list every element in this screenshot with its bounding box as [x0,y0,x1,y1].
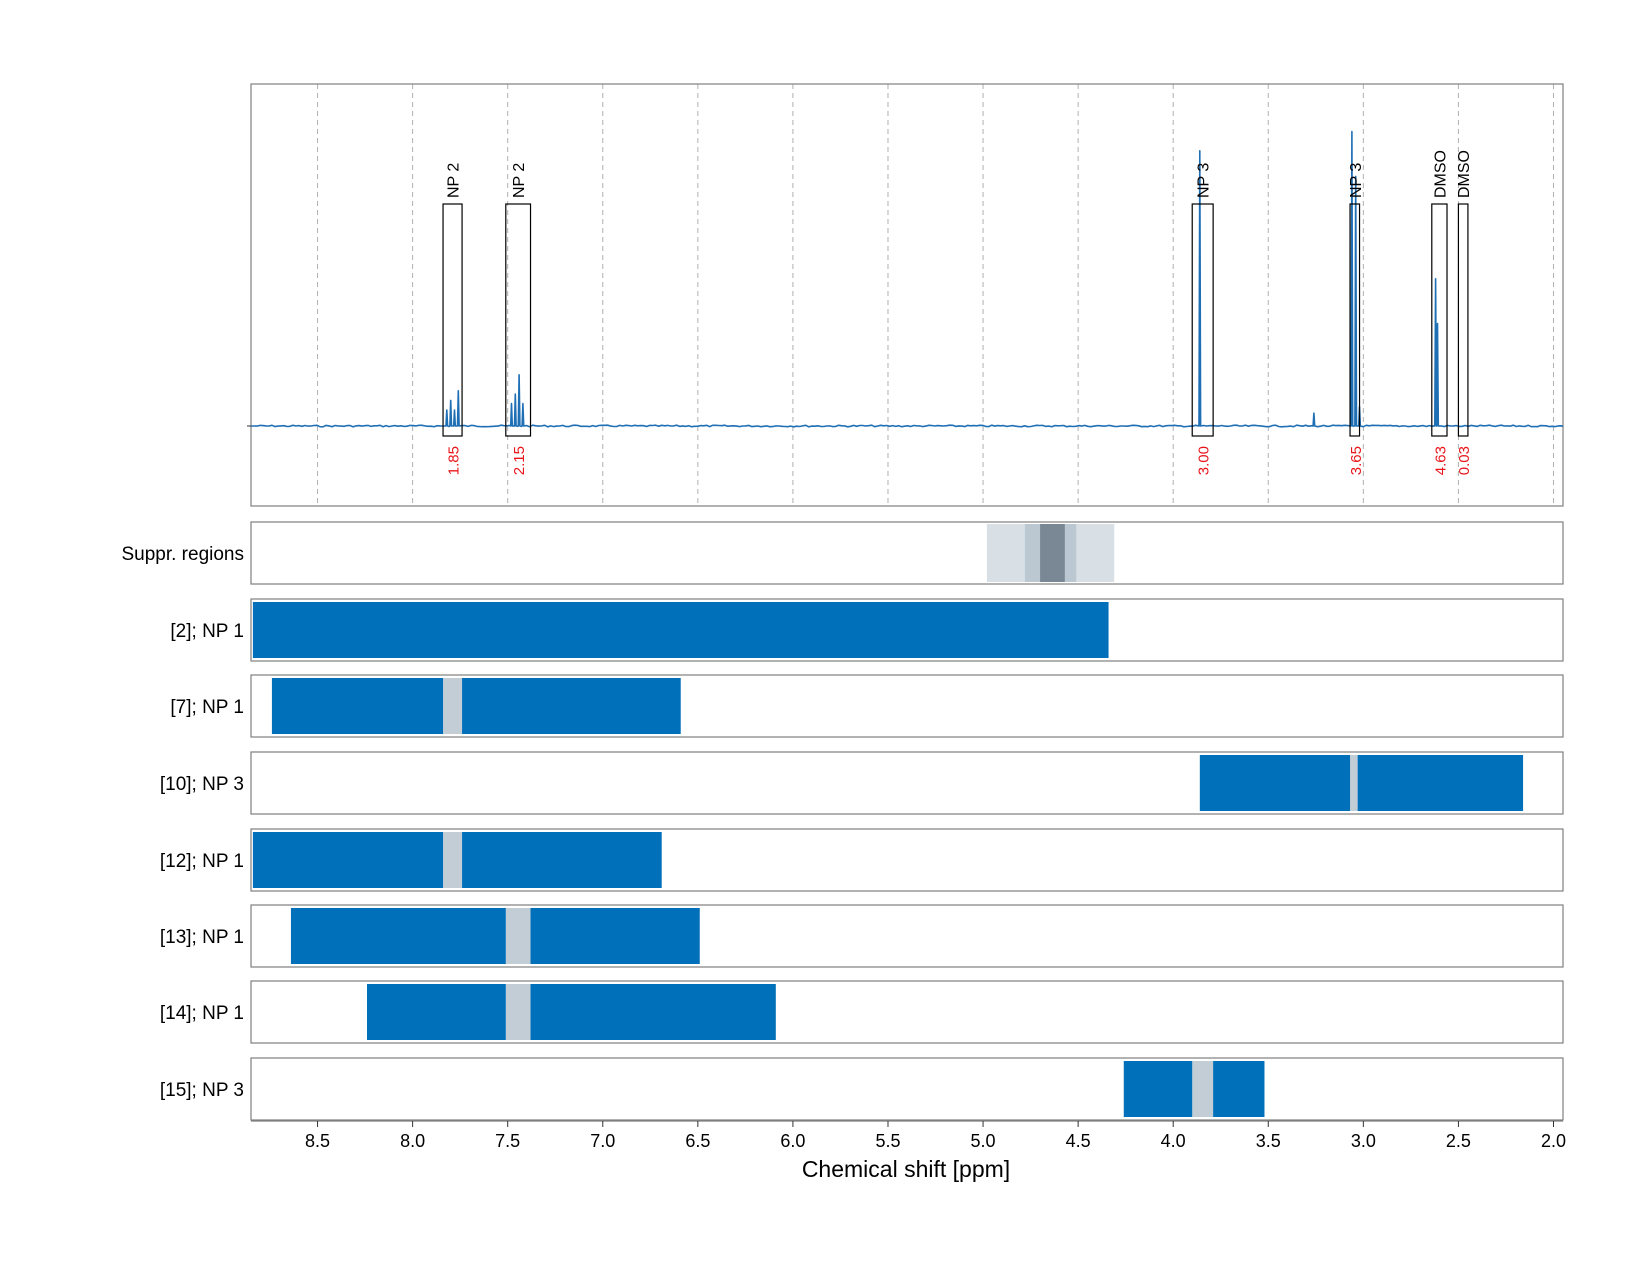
region-row: [12]; NP 1 [160,828,1564,892]
row-frame [250,828,1564,892]
region-gap [505,908,531,964]
x-axis: 8.5 8.0 7.5 7.0 6.5 6.0 5.5 5.0 4.5 4.0 3.5 3.0 2.5 2… [251,1120,1566,1151]
region-gap [1350,755,1358,811]
annotation-box [505,203,532,437]
row-label: [15]; NP 3 [160,1080,244,1101]
row-label: [2]; NP 1 [170,621,244,642]
x-tick-label: 4.5 [1066,1131,1091,1151]
x-axis-label: Chemical shift [ppm] [802,1156,1010,1182]
row-label: Suppr. regions [121,544,244,565]
peak-value: 0.03 [1456,446,1473,475]
region-row: [10]; NP 3 [160,751,1564,815]
x-tick-label: 2.5 [1446,1131,1471,1151]
region-bar [462,832,662,888]
region-gap [1192,1061,1214,1117]
peak-value: 3.00 [1196,446,1213,475]
region-bar [530,984,776,1040]
region-gap [443,832,463,888]
row-label: [12]; NP 1 [160,851,244,872]
region-bar [1357,755,1524,811]
row-label: [10]; NP 3 [160,774,244,795]
row-frame [250,674,1564,738]
peak-value: 1.85 [446,446,463,475]
annotation-box [1431,203,1448,437]
x-tick-label: 2.0 [1541,1131,1566,1151]
row-frame [250,980,1564,1044]
row-label: [7]; NP 1 [170,697,244,718]
row-frame [250,904,1564,968]
x-tick-label: 7.5 [495,1131,520,1151]
spectrum-frame [250,83,1564,507]
annotation-label: NP 2 [446,163,463,198]
region-row: [13]; NP 1 [160,904,1564,968]
suppression-band [1040,524,1065,582]
region-bar [1123,1061,1193,1117]
row-frame [250,751,1564,815]
x-tick-label: 6.0 [780,1131,805,1151]
annotation-box [442,203,463,437]
region-row: [14]; NP 1 [160,980,1564,1044]
annotation-box [1457,203,1469,437]
region-row: [2]; NP 1 [170,598,1564,662]
spectrum-panel: NP 2 1.85 NP 2 2.15 NP 3 3.00 NP 3 3.65 DMSO 4.63… [247,83,1564,507]
x-tick-label: 6.5 [685,1131,710,1151]
row-frame [250,521,1564,585]
region-rows: Suppr. regions [2]; NP 1 [7]; NP 1 [10]; NP… [121,521,1564,1121]
row-frame [250,1057,1564,1121]
region-gap [443,678,463,734]
region-bar [366,984,506,1040]
region-bar [252,602,1109,658]
grid-lines [317,84,1554,506]
region-bar [252,832,444,888]
region-gap [505,984,531,1040]
region-row: [7]; NP 1 [170,674,1564,738]
x-tick-label: 5.5 [875,1131,900,1151]
region-bar [462,678,681,734]
annotation-label: NP 3 [1196,163,1213,198]
x-tick-label: 3.0 [1351,1131,1376,1151]
peak-value: 3.65 [1348,446,1365,475]
peak-value: 2.15 [511,446,528,475]
annotation-label: DMSO [1432,150,1449,198]
x-tick-label: 8.0 [400,1131,425,1151]
annotation-box [1191,203,1214,437]
x-tick-label: 7.0 [590,1131,615,1151]
region-bar [1213,1061,1265,1117]
region-bar [290,908,506,964]
x-tick-label: 4.0 [1161,1131,1186,1151]
row-frame [250,598,1564,662]
region-row: Suppr. regions [121,521,1564,585]
annotation-label: NP 3 [1348,163,1365,198]
x-tick-label: 3.5 [1256,1131,1281,1151]
region-bar [1199,755,1351,811]
x-tick-label: 5.0 [971,1131,996,1151]
x-tick-label: 8.5 [305,1131,330,1151]
spectrum-line [251,130,1564,428]
annotation-box [1349,203,1361,437]
annotation-label: DMSO [1456,150,1473,198]
row-label: [13]; NP 1 [160,927,244,948]
region-row: [15]; NP 3 [160,1057,1564,1121]
region-bar [271,678,444,734]
row-label: [14]; NP 1 [160,1003,244,1024]
region-bar [530,908,700,964]
annotation-label: NP 2 [511,163,528,198]
peak-value: 4.63 [1432,446,1449,475]
